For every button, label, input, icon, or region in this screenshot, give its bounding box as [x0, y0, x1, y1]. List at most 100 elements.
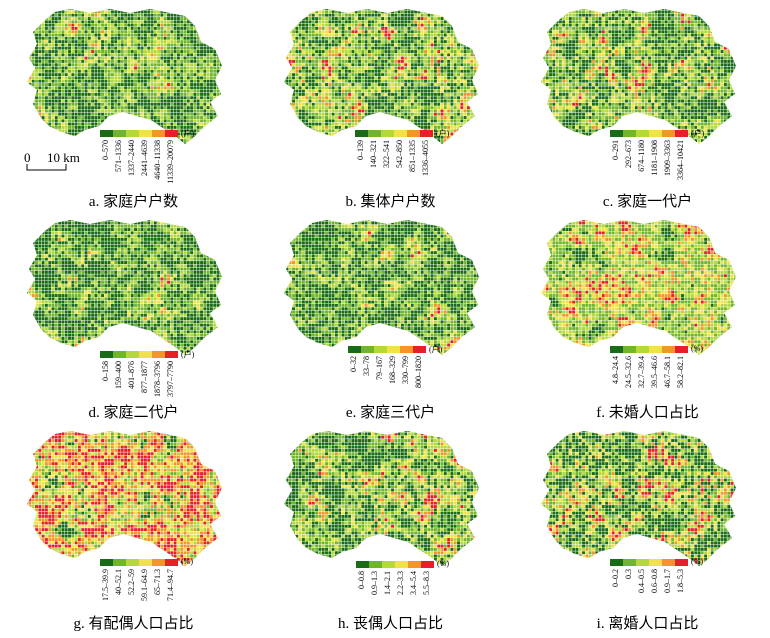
legend-unit: (户) — [181, 128, 194, 139]
scale-bar-distance: 10 km — [47, 150, 80, 166]
legend-swatch — [100, 130, 113, 137]
legend-class-label: 59.1–64.9 — [141, 569, 149, 601]
legend-unit: (%) — [437, 559, 449, 568]
legend-class-label: 4640–11338 — [154, 140, 162, 180]
legend-swatch — [126, 130, 139, 137]
legend-class-label: 1.8–5.3 — [677, 569, 685, 593]
legend-unit: (%) — [691, 557, 703, 566]
legend-swatch — [369, 561, 382, 568]
legend-class-label: 17.5–39.9 — [102, 569, 110, 601]
legend-swatch — [356, 561, 369, 568]
legend-swatch — [113, 130, 126, 137]
legend-class-label: 168–329 — [389, 356, 397, 384]
choropleth-map-d — [5, 215, 262, 427]
legend-swatch — [420, 130, 433, 137]
legend-class-label: 65–71.3 — [154, 569, 162, 595]
legend-class-label: 2441–4639 — [141, 140, 149, 176]
legend-swatch — [675, 130, 688, 137]
legend-swatch — [610, 346, 623, 353]
legend-class-label: 5.5–8.3 — [423, 571, 431, 595]
legend-swatch — [126, 351, 139, 358]
legend-swatch — [139, 559, 152, 566]
legend-swatch — [400, 346, 413, 353]
grid-cells — [25, 218, 243, 370]
legend-swatch — [408, 561, 421, 568]
legend-unit: (%) — [691, 344, 703, 353]
legend-swatch — [165, 130, 178, 137]
legend-class-label: 46.7–58.1 — [664, 356, 672, 388]
legend-swatch — [636, 346, 649, 353]
legend-class-label: 52.2–59 — [128, 569, 136, 595]
scale-bar: 0 10 km — [22, 150, 112, 180]
legend-swatch — [623, 559, 636, 566]
legend-swatch — [662, 346, 675, 353]
legend-swatch — [152, 130, 165, 137]
legend-swatch — [662, 130, 675, 137]
legend-class-label: 40–52.1 — [115, 569, 123, 595]
legend-swatch — [610, 559, 623, 566]
choropleth-map-e — [262, 215, 519, 427]
legend-unit: (户) — [181, 349, 194, 360]
legend-class-label: 58.2–82.1 — [677, 356, 685, 388]
panel-caption-g: g. 有配偶人口占比 — [5, 612, 262, 633]
legend-class-label: 401–876 — [128, 361, 136, 389]
legend-swatch — [623, 130, 636, 137]
legend-swatch — [610, 130, 623, 137]
legend-class-label: 0.4–0.5 — [638, 569, 646, 593]
legend-class-label: 3364–10421 — [677, 140, 685, 180]
panel-caption-h: h. 丧偶人口占比 — [262, 612, 519, 633]
legend-swatch — [649, 130, 662, 137]
legend-swatch — [139, 130, 152, 137]
legend-class-label: 0–158 — [102, 361, 110, 381]
legend-swatch — [100, 351, 113, 358]
scale-bar-zero: 0 — [24, 150, 31, 166]
choropleth-map-f — [519, 215, 770, 427]
panel-caption-f: f. 未婚人口占比 — [519, 401, 770, 422]
legend-swatch — [113, 351, 126, 358]
choropleth-map-a — [5, 4, 262, 216]
legend-class-label: 3797–7790 — [167, 361, 175, 397]
legend-class-label: 2.2–3.3 — [397, 571, 405, 595]
legend-swatch — [636, 559, 649, 566]
choropleth-map-i — [519, 426, 770, 638]
legend-class-label: 330–799 — [402, 356, 410, 384]
legend-class-label: 0.9–1.3 — [371, 571, 379, 595]
legend-class-label: 140–321 — [370, 140, 378, 168]
legend-class-label: 1336–4055 — [422, 140, 430, 176]
legend-swatch — [421, 561, 434, 568]
legend-class-label: 1909–3363 — [664, 140, 672, 176]
legend-swatch — [113, 559, 126, 566]
legend-class-label: 0.6–0.8 — [651, 569, 659, 593]
legend-class-label: 3.4–5.4 — [410, 571, 418, 595]
legend-class-label: 0–0.8 — [358, 571, 366, 589]
legend-swatch — [395, 561, 408, 568]
legend-class-label: 4.8–24.4 — [612, 356, 620, 384]
panel-caption-c: c. 家庭一代户 — [519, 190, 770, 211]
panel-caption-a: a. 家庭户户数 — [5, 190, 262, 211]
legend-swatch — [165, 559, 178, 566]
panel-caption-b: b. 集体户户数 — [262, 190, 519, 211]
legend-class-label: 292–673 — [625, 140, 633, 168]
legend-unit: (%) — [181, 557, 193, 566]
legend-class-label: 322–541 — [383, 140, 391, 168]
legend-class-label: 877–1877 — [141, 361, 149, 393]
legend-swatch — [387, 346, 400, 353]
legend-class-label: 800–1820 — [415, 356, 423, 388]
panel-caption-i: i. 离婚人口占比 — [519, 612, 770, 633]
legend-swatch — [649, 559, 662, 566]
legend-swatch — [165, 351, 178, 358]
choropleth-map-h — [262, 426, 519, 638]
legend-swatch — [152, 559, 165, 566]
legend-class-label: 1878–3796 — [154, 361, 162, 397]
legend-swatch — [381, 130, 394, 137]
legend-swatch — [662, 559, 675, 566]
legend-swatch — [368, 130, 381, 137]
legend-swatch — [407, 130, 420, 137]
legend-class-label: 0.9–1.7 — [664, 569, 672, 593]
legend-unit: (户) — [429, 344, 442, 355]
